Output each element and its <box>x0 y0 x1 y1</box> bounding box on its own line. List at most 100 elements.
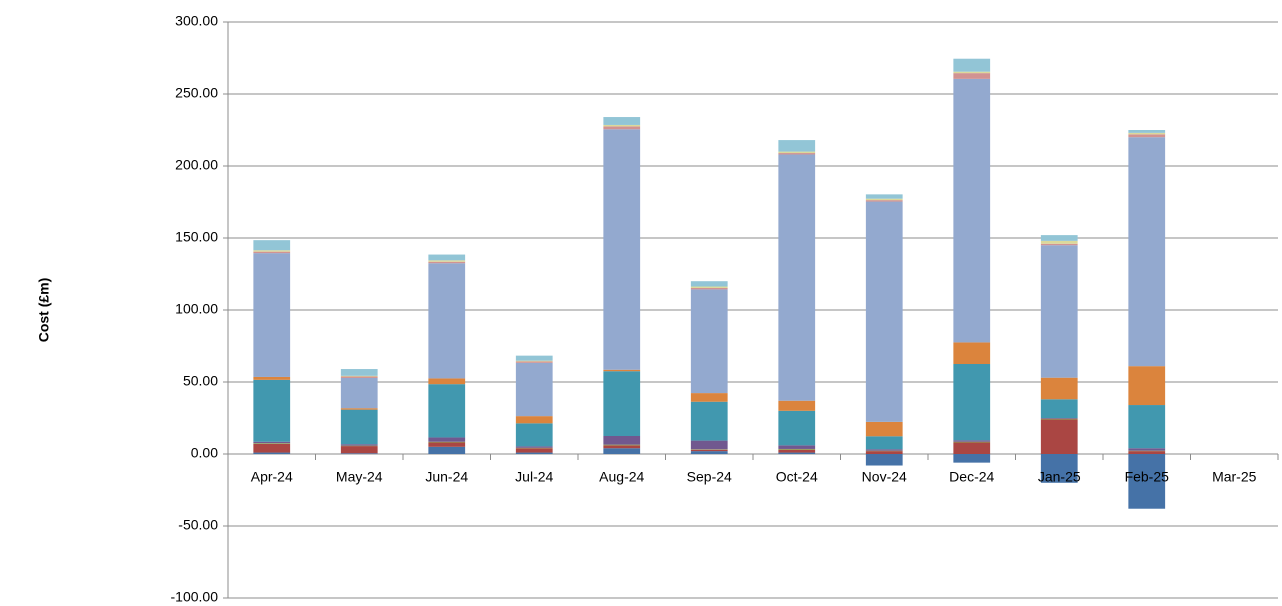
bar-segment <box>603 126 641 130</box>
bar-segment <box>865 454 903 466</box>
bar-segment <box>1040 418 1078 419</box>
bar-segment <box>690 449 728 452</box>
bar-segment <box>953 364 991 441</box>
bar-segment <box>340 369 378 376</box>
bar-segment <box>865 451 903 454</box>
bar-segment <box>340 376 378 378</box>
bar-segment <box>428 384 466 438</box>
y-axis-label: Cost (£m) <box>36 278 52 343</box>
bar-segment <box>603 436 641 445</box>
x-tick-label: Mar-25 <box>1212 469 1257 485</box>
bar-segment <box>515 423 553 447</box>
x-tick-label: Apr-24 <box>251 469 293 485</box>
bar-segment <box>778 151 816 154</box>
bar-segment <box>603 448 641 454</box>
bar-segment <box>515 452 553 454</box>
bar-segment <box>690 393 728 402</box>
bar-segment <box>865 201 903 422</box>
bar-segment <box>253 443 291 444</box>
bar-segment <box>778 452 816 454</box>
x-tick-label: May-24 <box>336 469 383 485</box>
bar-segment <box>1128 451 1166 454</box>
bar-segment <box>1040 377 1078 400</box>
bar-segment <box>428 441 466 443</box>
bar-segment <box>690 289 728 394</box>
bar-segment <box>1128 448 1166 451</box>
bar-segment <box>515 361 553 363</box>
bar-segment <box>340 408 378 410</box>
bar-segment <box>690 281 728 287</box>
bar-segment <box>865 436 903 450</box>
bar-segment <box>778 140 816 152</box>
bar-segment <box>953 73 991 79</box>
bar-segment <box>603 444 641 446</box>
bar-segment <box>340 453 378 454</box>
bar-segment <box>603 369 641 372</box>
x-tick-label: Jul-24 <box>515 469 553 485</box>
bar-segment <box>340 446 378 454</box>
bar-segment <box>690 440 728 450</box>
bar-segment <box>953 454 991 463</box>
bar-segment <box>1128 130 1166 133</box>
bar-segment <box>1040 245 1078 378</box>
bar-segment <box>1128 134 1166 138</box>
bar-segment <box>953 342 991 364</box>
bar-segment <box>253 441 291 444</box>
bar-segment <box>690 287 728 290</box>
bar-segment <box>428 260 466 262</box>
bar-segment <box>953 442 991 454</box>
bar-segment <box>865 194 903 199</box>
bar-segment <box>953 441 991 443</box>
bar-segment <box>340 377 378 409</box>
y-tick-label: 0.00 <box>191 445 218 461</box>
bar-segment <box>1128 454 1166 509</box>
bar-segment <box>1040 235 1078 241</box>
bar-segment <box>778 410 816 446</box>
y-tick-label: -100.00 <box>171 589 219 605</box>
bar-segment <box>340 375 378 377</box>
bar-segment <box>428 254 466 261</box>
bar-segment <box>603 124 641 127</box>
bar-segment <box>690 286 728 288</box>
y-tick-label: -50.00 <box>178 517 218 533</box>
bar-segment <box>690 401 728 441</box>
bar-segment <box>778 449 816 453</box>
bar-segment <box>428 261 466 264</box>
bar-segment <box>778 445 816 449</box>
y-tick-label: 200.00 <box>175 157 218 173</box>
bar-segment <box>953 78 991 343</box>
y-tick-label: 50.00 <box>183 373 218 389</box>
bar-segment <box>603 129 641 370</box>
bar-segment <box>428 437 466 442</box>
bar-segment <box>515 355 553 361</box>
bar-segment <box>1040 240 1078 244</box>
bar-segment <box>1128 366 1166 406</box>
x-tick-label: Oct-24 <box>776 469 818 485</box>
bar-segment <box>603 117 641 125</box>
bar-segment <box>253 253 291 377</box>
y-tick-label: 100.00 <box>175 301 218 317</box>
bar-segment <box>778 153 816 155</box>
bar-segment <box>953 58 991 72</box>
bar-segment <box>865 200 903 202</box>
bar-segment <box>778 448 816 450</box>
bar-segment <box>1040 454 1078 483</box>
bar-segment <box>1040 399 1078 418</box>
bar-segment <box>253 240 291 251</box>
y-tick-label: 150.00 <box>175 229 218 245</box>
bar-segment <box>1128 137 1166 367</box>
bar-segment <box>865 449 903 451</box>
bar-segment <box>428 263 466 379</box>
bar-segment <box>865 198 903 201</box>
bar-segment <box>340 444 378 446</box>
y-tick-label: 300.00 <box>175 13 218 29</box>
bar-segment <box>778 400 816 411</box>
bar-segment <box>1040 243 1078 246</box>
bar-segment <box>515 448 553 453</box>
bar-segment <box>253 376 291 380</box>
bar-segment <box>515 360 553 362</box>
bar-segment <box>690 451 728 454</box>
bar-segment <box>340 409 378 445</box>
x-tick-label: Feb-25 <box>1125 469 1170 485</box>
